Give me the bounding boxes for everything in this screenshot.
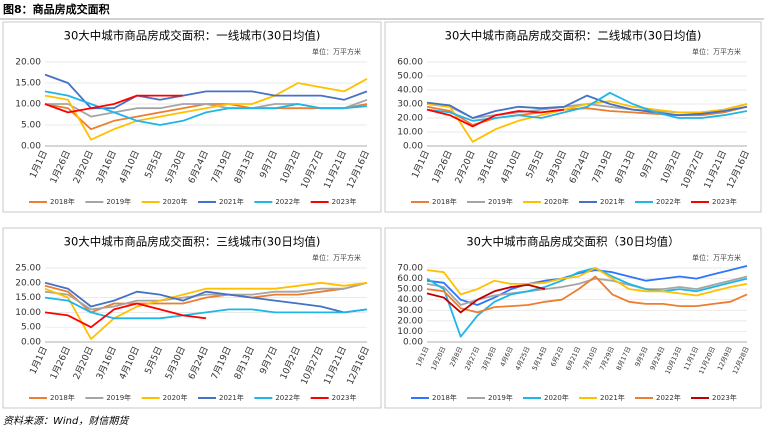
y-tick-label: 20.00 (397, 316, 423, 326)
legend-label: 2020年 (544, 393, 569, 402)
series-line (44, 296, 368, 320)
y-tick-label: 15.00 (15, 79, 41, 89)
chart-title: 30大中城市商品房成交面积：一线城市(30日均值) (64, 29, 321, 43)
y-tick-label: 60.00 (397, 274, 423, 284)
legend-label: 2020年 (163, 393, 188, 402)
series-line (44, 302, 207, 329)
legend-label: 2023年 (712, 393, 737, 402)
series-line (426, 94, 748, 119)
legend-label: 2018年 (432, 197, 457, 206)
panel-frame (2, 21, 382, 213)
y-tick-label: 0.00 (403, 142, 423, 152)
y-tick-label: 0.00 (21, 338, 41, 348)
legend-label: 2022年 (275, 197, 300, 206)
y-tick-label: 50.00 (397, 285, 423, 295)
legend-label: 2018年 (432, 393, 457, 402)
y-tick-label: 10.00 (15, 100, 41, 110)
series-line (44, 78, 368, 141)
panel-frame (384, 227, 762, 409)
series-line (426, 284, 546, 314)
panel-frame (2, 227, 382, 409)
series-line (44, 281, 368, 340)
y-tick-label: 5.00 (21, 323, 41, 333)
y-tick-label: 50.00 (397, 72, 423, 82)
y-tick-label: 60.00 (397, 58, 423, 68)
y-tick-label: 25.00 (15, 264, 41, 274)
y-tick-label: 20.00 (15, 278, 41, 288)
y-tick-label: 15.00 (15, 293, 41, 303)
y-tick-label: 5.00 (21, 121, 41, 131)
legend-label: 2018年 (50, 393, 75, 402)
figure-header: 图8：商品房成交面积 (3, 2, 110, 16)
unit-label: 单位：万平方米 (692, 253, 741, 262)
series-line (426, 267, 748, 338)
series-line (44, 73, 368, 110)
chart-title: 30大中城市商品房成交面积：二线城市(30日均值) (445, 29, 702, 43)
legend-label: 2021年 (219, 393, 244, 402)
chart-title: 30大中城市商品房成交面积：三线城市(30日均值) (64, 235, 321, 249)
series-line (426, 108, 565, 128)
y-tick-label: 30.00 (397, 306, 423, 316)
legend-label: 2020年 (163, 197, 188, 206)
legend-label: 2021年 (600, 393, 625, 402)
legend-label: 2022年 (275, 393, 300, 402)
y-tick-label: 30.00 (397, 100, 423, 110)
series-line (44, 281, 368, 311)
legend-label: 2019年 (106, 393, 131, 402)
legend-label: 2023年 (332, 197, 357, 206)
series-line (426, 267, 748, 297)
unit-label: 单位：万平方米 (312, 253, 361, 262)
series-line (44, 281, 368, 314)
legend-label: 2020年 (544, 197, 569, 206)
source-note: 资料来源：Wind，财信期货 (3, 415, 130, 427)
legend-label: 2019年 (106, 197, 131, 206)
legend-label: 2021年 (219, 197, 244, 206)
legend-label: 2022年 (656, 393, 681, 402)
series-line (426, 275, 748, 314)
y-tick-label: 0.00 (403, 338, 423, 348)
legend-label: 2018年 (50, 197, 75, 206)
y-tick-label: 20.00 (397, 114, 423, 124)
y-tick-label: 40.00 (397, 86, 423, 96)
unit-label: 单位：万平方米 (692, 47, 741, 56)
series-line (426, 91, 748, 122)
y-tick-label: 10.00 (397, 327, 423, 337)
y-tick-label: 10.00 (15, 308, 41, 318)
series-line (426, 100, 748, 143)
series-line (44, 281, 368, 314)
y-tick-label: 40.00 (397, 295, 423, 305)
legend-label: 2022年 (656, 197, 681, 206)
y-tick-label: 20.00 (15, 58, 41, 68)
legend-label: 2023年 (712, 197, 737, 206)
legend-label: 2019年 (488, 393, 513, 402)
unit-label: 单位：万平方米 (312, 47, 361, 56)
y-tick-label: 0.00 (21, 142, 41, 152)
y-tick-label: 10.00 (397, 128, 423, 138)
legend-label: 2021年 (600, 197, 625, 206)
legend-label: 2019年 (488, 197, 513, 206)
legend-label: 2023年 (332, 393, 357, 402)
chart-title: 30大中城市商品房成交面积（30日均值） (466, 235, 679, 249)
series-line (44, 94, 183, 114)
y-tick-label: 70.00 (397, 264, 423, 274)
panel-frame (384, 21, 762, 213)
